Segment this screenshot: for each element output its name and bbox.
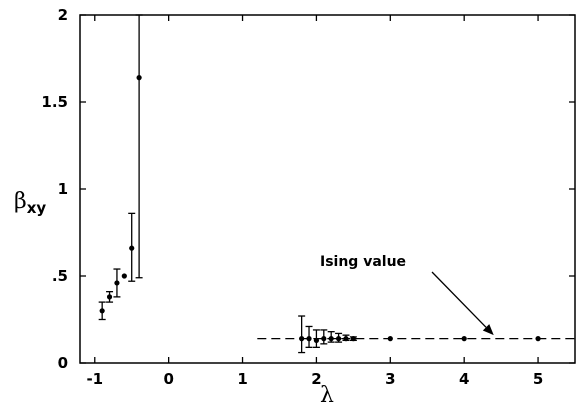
- plot-frame: [79, 14, 576, 364]
- y-tick-label: .5: [52, 267, 68, 285]
- x-axis: -1 0 1 2 3 4 5: [86, 15, 543, 388]
- data-point: [535, 336, 541, 342]
- y-axis: 0 .5 1 1.5 2: [41, 6, 575, 372]
- data-point: [129, 245, 135, 251]
- data-point: [114, 280, 120, 286]
- data-point: [306, 336, 312, 342]
- data-point: [121, 273, 127, 279]
- data-point: [321, 336, 327, 342]
- y-tick-label: 1: [58, 180, 68, 198]
- y-tick-label: 0: [58, 354, 68, 372]
- svg-text:βxy: βxy: [14, 189, 46, 217]
- x-tick-label: 5: [533, 370, 543, 388]
- data-point: [387, 336, 393, 342]
- y-axis-label: βxy: [14, 189, 46, 217]
- x-tick-label: -1: [86, 370, 103, 388]
- annotation-arrow: [431, 271, 487, 328]
- data-point: [106, 294, 113, 300]
- y-tick-label: 2: [58, 6, 68, 24]
- data-point: [328, 336, 334, 342]
- annotation-arrowhead: [482, 324, 494, 336]
- data-point: [343, 336, 349, 342]
- data-point: [99, 308, 105, 314]
- data-points: [99, 75, 541, 343]
- x-tick-label: 2: [311, 370, 321, 388]
- annotation: Ising value: [320, 254, 494, 336]
- data-point: [136, 75, 142, 81]
- data-point: [461, 336, 467, 342]
- data-point: [313, 337, 320, 343]
- x-tick-label: 0: [163, 370, 173, 388]
- x-tick-label: 1: [237, 370, 247, 388]
- x-tick-label: 3: [385, 370, 395, 388]
- data-point: [299, 336, 305, 342]
- data-point: [335, 336, 342, 342]
- y-axis-label-subscript: xy: [27, 199, 47, 217]
- x-axis-label: λ: [320, 383, 334, 408]
- y-axis-label-main: β: [14, 189, 27, 214]
- data-point: [350, 336, 356, 342]
- y-tick-label: 1.5: [41, 93, 68, 111]
- ising-value-label: Ising value: [320, 254, 406, 270]
- x-tick-label: 4: [459, 370, 469, 388]
- error-bars: [98, 14, 357, 354]
